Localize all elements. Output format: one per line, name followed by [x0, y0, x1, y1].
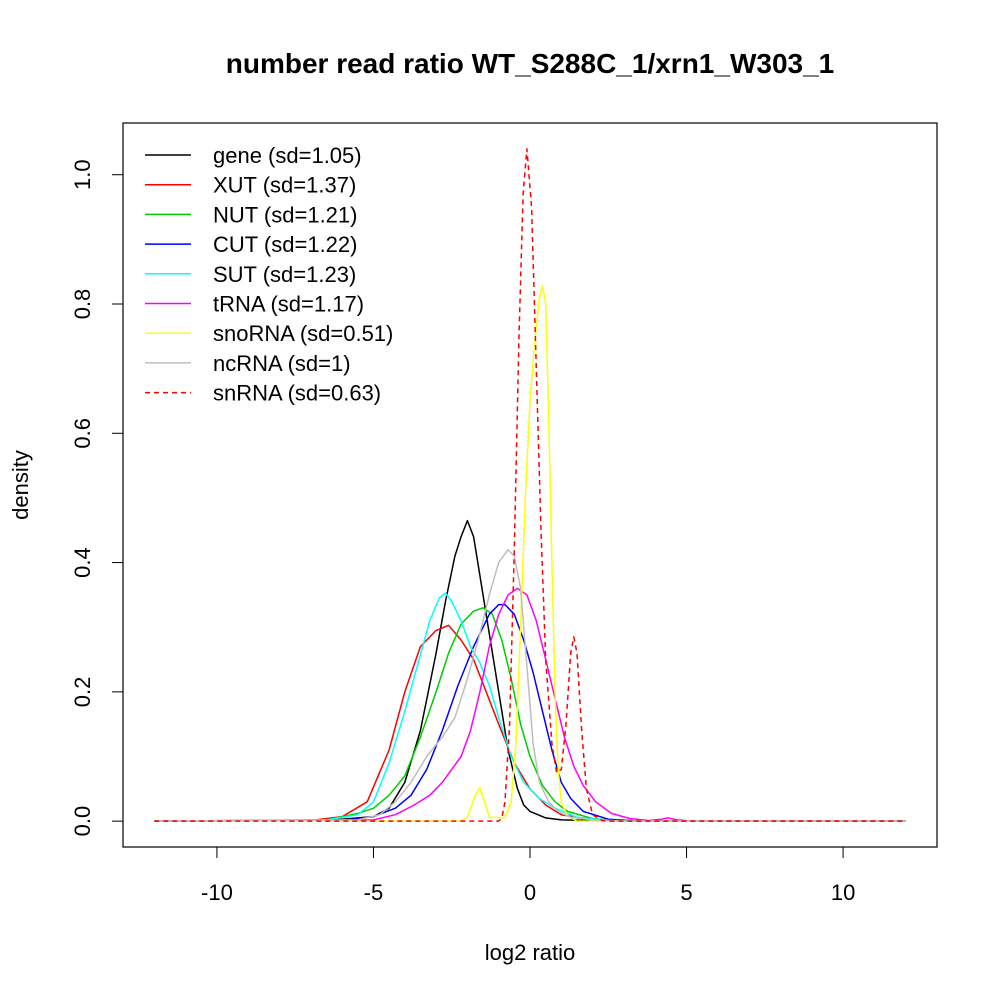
y-axis-label: density	[8, 450, 33, 520]
legend-label: gene (sd=1.05)	[213, 143, 362, 168]
series-line-3	[154, 603, 906, 822]
y-tick-label: 0.6	[70, 418, 95, 449]
x-tick-label: 10	[831, 880, 855, 905]
series-layer	[154, 148, 906, 822]
y-tick-label: 0.4	[70, 547, 95, 578]
series-line-7	[154, 548, 906, 822]
y-tick-label: 0.2	[70, 677, 95, 708]
series-line-5	[154, 587, 906, 822]
x-tick-label: -5	[364, 880, 384, 905]
x-tick-label: 5	[680, 880, 692, 905]
chart-title: number read ratio WT_S288C_1/xrn1_W303_1	[226, 48, 834, 79]
series-line-4	[154, 592, 906, 822]
series-line-0	[154, 519, 906, 822]
series-line-8	[154, 148, 906, 822]
series-line-6	[154, 285, 906, 822]
plot-frame	[122, 122, 938, 848]
series-line-1	[154, 624, 906, 822]
legend-label: snRNA (sd=0.63)	[213, 381, 381, 406]
legend-label: SUT (sd=1.23)	[213, 262, 356, 287]
legend-label: CUT (sd=1.22)	[213, 232, 357, 257]
legend-label: ncRNA (sd=1)	[213, 351, 351, 376]
legend-label: snoRNA (sd=0.51)	[213, 321, 393, 346]
x-axis-label: log2 ratio	[485, 940, 576, 965]
y-tick-label: 0.8	[70, 289, 95, 320]
x-tick-label: 0	[524, 880, 536, 905]
x-tick-label: -10	[201, 880, 233, 905]
y-tick-label: 0.0	[70, 806, 95, 837]
series-line-2	[154, 607, 906, 822]
legend: gene (sd=1.05) XUT (sd=1.37) NUT (sd=1.21)…	[145, 143, 393, 406]
legend-label: NUT (sd=1.21)	[213, 202, 357, 227]
legend-label: XUT (sd=1.37)	[213, 173, 356, 198]
y-tick-label: 1.0	[70, 159, 95, 190]
legend-label: tRNA (sd=1.17)	[213, 292, 364, 317]
